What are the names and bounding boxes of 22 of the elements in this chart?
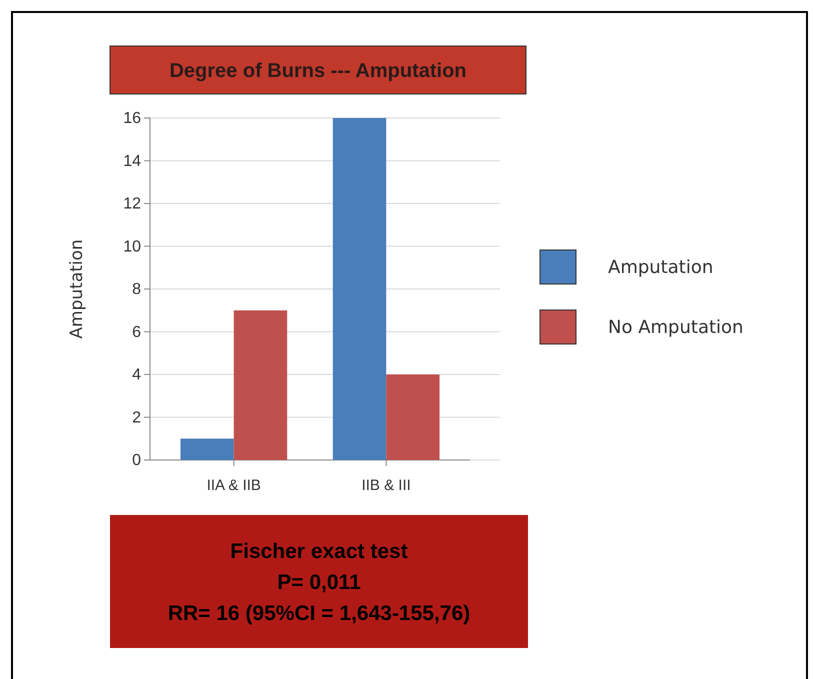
x-tick-label: IIB & III [362,477,411,494]
legend-label: Amputation [608,257,714,278]
text: Fischer exact test [230,540,408,563]
y-tick-label: 10 [123,238,142,256]
y-axis-title: Amputation [67,239,87,339]
y-tick-label: 0 [132,452,142,470]
legend-label: No Amputation [608,317,744,338]
bar [180,438,234,460]
bar [234,310,288,460]
bar [386,374,440,460]
y-tick-label: 12 [123,196,142,213]
y-tick-label: 4 [132,366,142,384]
x-tick-label: IIA & IIB [206,477,261,494]
text: RR= 16 (95%CI = 1,643-155,76) [168,602,470,625]
text: P= 0,011 [277,571,362,594]
y-tick-label: 14 [123,152,142,170]
y-tick-label: 8 [132,281,142,298]
y-tick-label: 6 [132,324,142,341]
y-tick-label: 2 [132,409,142,426]
y-tick-label: 16 [123,110,142,128]
chart-title: Degree of Burns --- Amputation [169,60,467,82]
bar [332,118,386,460]
